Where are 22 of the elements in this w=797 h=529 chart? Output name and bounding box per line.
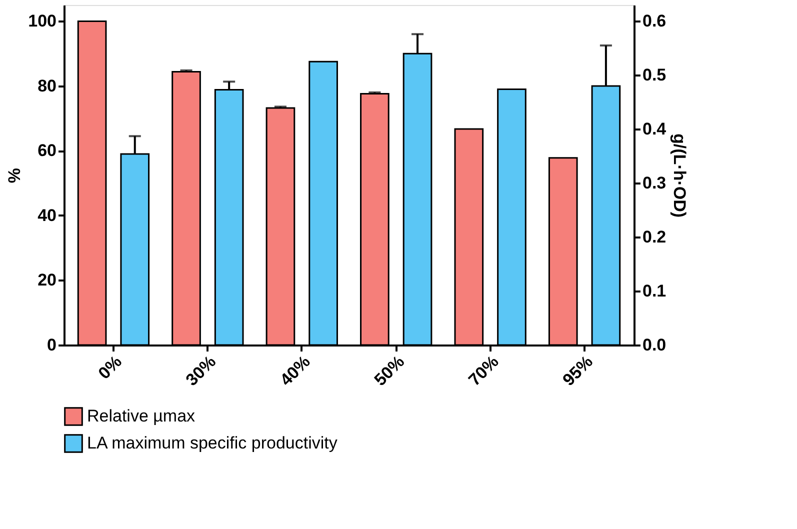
y-tick-label: 80 [38,76,56,96]
y2-tick-label: 0.6 [642,12,666,31]
y-tick-label: 100 [28,12,56,31]
y2-tick-label: 0.1 [642,282,666,301]
legend-label: Relative µmax [87,406,196,426]
y2-tick-label: 0.4 [642,120,667,139]
y-axis-title: % [5,168,24,184]
x-tick-label: 0% [94,352,126,383]
x-tick-label: 50% [370,352,408,390]
x-tick-label: 40% [276,352,314,390]
y2-axis-title: g/(L·h·OD) [670,133,690,218]
y2-tick-label: 0.2 [642,228,666,247]
legend-label: LA maximum specific productivity [87,434,338,452]
x-tick-label: 95% [559,352,597,390]
y2-tick-label: 0.0 [642,336,666,354]
x-tick-label: 70% [464,352,502,390]
y-tick-label: 20 [38,270,56,290]
y-tick-label: 60 [38,141,56,160]
y-tick-label: 0 [47,336,56,354]
y2-tick-label: 0.5 [642,66,666,85]
y2-tick-label: 0.3 [642,174,666,193]
y-tick-label: 40 [38,206,56,225]
